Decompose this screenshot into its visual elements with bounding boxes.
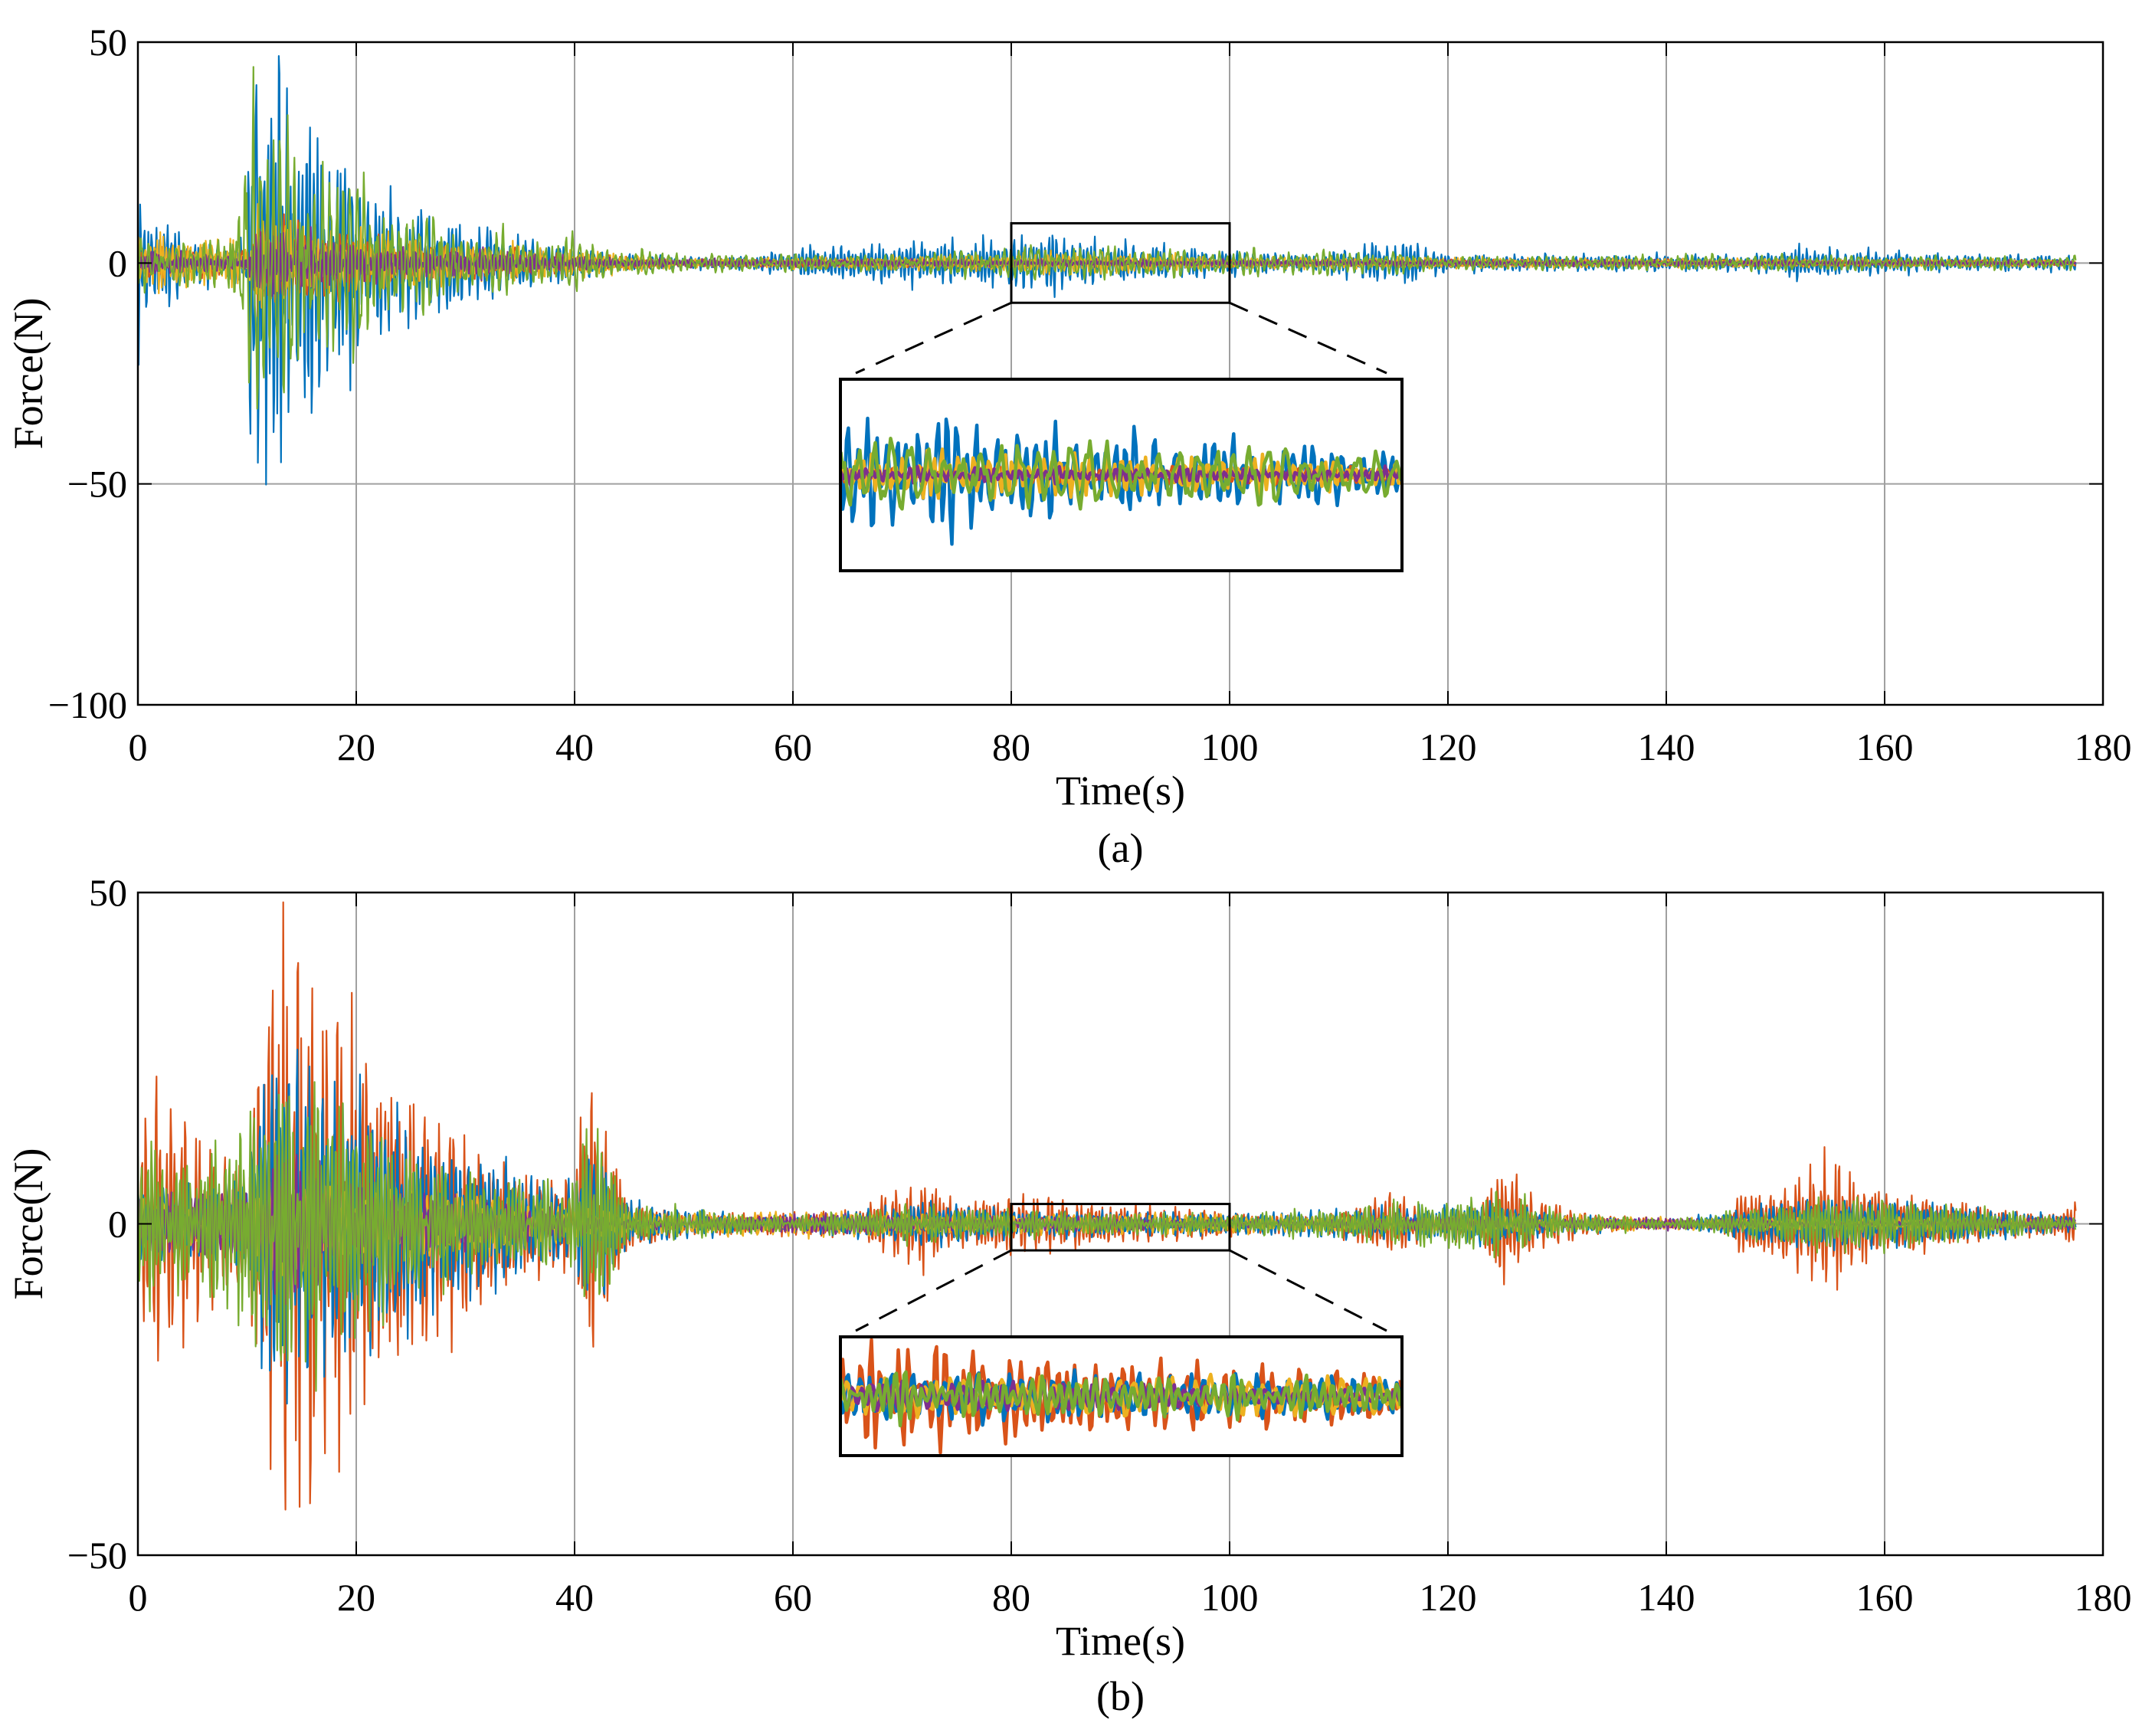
x-tick-label: 140	[1638, 726, 1695, 768]
series-group	[138, 55, 2077, 486]
y-tick-label: −50	[67, 1534, 127, 1577]
zoom-connector-right	[1229, 1249, 1387, 1332]
series-group	[138, 901, 2077, 1511]
x-axis-label: Time(s)	[1056, 1618, 1185, 1664]
inset-series-blue-line	[842, 416, 1400, 546]
y-tick-label: 50	[89, 21, 127, 64]
plot-frame	[136, 41, 2105, 706]
zoom-connector-left	[855, 301, 1012, 375]
series-green-line	[138, 1081, 2077, 1392]
x-tick-label: 60	[774, 1576, 812, 1619]
zoom-inset-series	[842, 1338, 1400, 1454]
y-axis-label: Force(N)	[5, 298, 51, 450]
zoom-connector-left	[855, 1249, 1012, 1332]
x-tick-label: 20	[337, 1576, 375, 1619]
series-green-line	[138, 66, 2077, 410]
y-axis-label: Force(N)	[5, 1148, 51, 1300]
zoom-inset-series	[842, 416, 1400, 546]
x-tick-label: 120	[1420, 726, 1477, 768]
x-tick-label: 180	[2075, 1576, 2132, 1619]
panel-caption: (b)	[1096, 1673, 1145, 1719]
x-tick-label: 140	[1638, 1576, 1695, 1619]
y-tick-label: 0	[108, 1203, 127, 1246]
chart-panel-b: 0 20 40 60 80 100 120 140 160 180−50050Time(s)For…	[5, 871, 2132, 1719]
y-tick-label: −50	[67, 463, 127, 506]
x-tick-label: 80	[992, 726, 1030, 768]
x-tick-label: 180	[2075, 726, 2132, 768]
x-tick-label: 40	[555, 1576, 594, 1619]
x-axis-label: Time(s)	[1056, 768, 1185, 814]
zoom-connector-right	[1229, 301, 1387, 375]
x-tick-label: 40	[555, 726, 594, 768]
x-tick-label: 60	[774, 726, 812, 768]
x-tick-label: 80	[992, 1576, 1030, 1619]
zoom-window-box	[1010, 1203, 1231, 1252]
y-tick-label: 0	[108, 241, 127, 284]
grid-lines	[138, 42, 2103, 705]
x-tick-label: 120	[1420, 1576, 1477, 1619]
x-tick-label: 160	[1856, 1576, 1914, 1619]
x-tick-label: 100	[1201, 726, 1259, 768]
y-tick-label: 50	[89, 871, 127, 914]
x-tick-label: 0	[129, 726, 148, 768]
x-tick-label: 160	[1856, 726, 1914, 768]
panel-caption: (a)	[1098, 825, 1144, 871]
inset-series-green-line	[842, 437, 1400, 511]
zoom-window-box	[1010, 221, 1231, 304]
inset-series-green-line	[842, 1370, 1400, 1428]
chart-panel-a: 0 20 40 60 80 100 120 140 160 180 −100 −50 0 50 Time(s…	[5, 21, 2132, 871]
y-tick-label: −100	[48, 683, 127, 726]
x-tick-label: 100	[1201, 1576, 1259, 1619]
x-tick-label: 20	[337, 726, 375, 768]
x-tick-label: 0	[129, 1576, 148, 1619]
